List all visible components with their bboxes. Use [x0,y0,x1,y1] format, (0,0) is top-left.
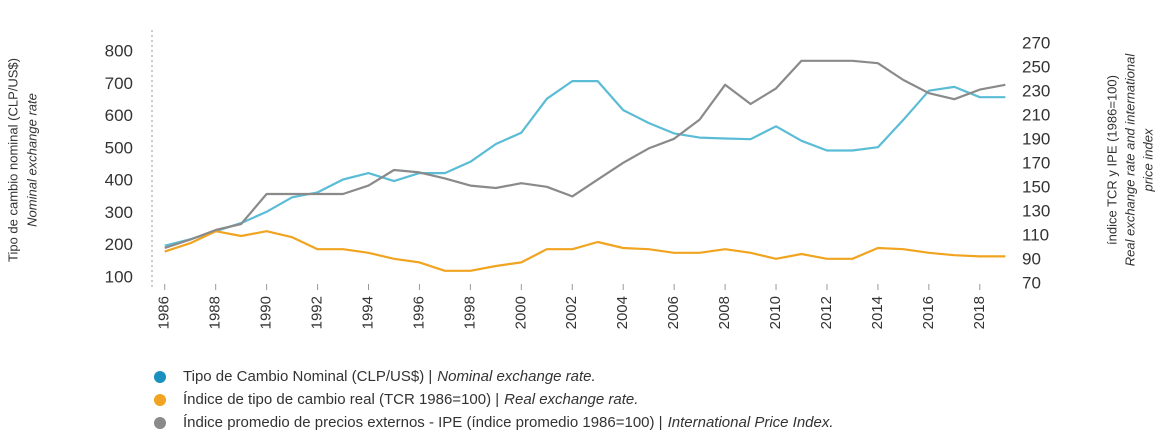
y2-axis-title: Real exchange rate and international [1122,53,1137,267]
y2-axis-title: price index [1140,128,1155,192]
y2-tick-label: 90 [1022,249,1041,268]
legend-name: Índice de tipo de cambio real (TCR 1986=… [183,391,499,408]
legend-marker [154,417,166,429]
legend-name: Tipo de Cambio Nominal (CLP/US$) | [183,368,432,385]
x-tick-label: 1986 [156,296,173,329]
series-line [164,230,1006,272]
y2-tick-label: 250 [1022,57,1050,76]
legend-label: Índice de tipo de cambio real (TCR 1986=… [183,391,638,408]
series-line [164,80,1006,247]
y-axis-title: Nominal exchange rate [24,93,39,227]
x-tick-label: 2004 [614,296,631,329]
y-tick-label: 600 [105,106,133,125]
y2-tick-label: 190 [1022,129,1050,148]
y2-tick-label: 270 [1022,33,1050,52]
x-tick-label: 2010 [767,296,784,329]
x-tick-label: 2000 [512,296,529,329]
legend-label: Índice promedio de precios externos - IP… [183,414,834,431]
legend-marker [154,394,166,406]
y2-axis-title: índice TCR y IPE (1986=100) [1104,75,1119,245]
x-tick-label: 2008 [716,296,733,329]
y-tick-label: 100 [105,267,133,286]
y-axis-title: Tipo de cambio nominal (CLP/US$) [5,58,20,262]
legend-name: Índice promedio de precios externos - IP… [183,414,663,431]
x-tick-label: 1990 [258,296,275,329]
x-tick-label: 1992 [309,296,326,329]
x-tick-label: 2016 [920,296,937,329]
x-tick-label: 2018 [971,296,988,329]
y-tick-label: 300 [105,203,133,222]
y2-tick-label: 170 [1022,153,1050,172]
legend-name-en: Nominal exchange rate. [437,368,595,385]
y2-tick-label: 210 [1022,105,1050,124]
y-tick-label: 200 [105,235,133,254]
legend-marker [154,371,166,383]
y-tick-label: 500 [105,138,133,157]
y-tick-label: 700 [105,74,133,93]
y2-tick-label: 150 [1022,177,1050,196]
legend-label: Tipo de Cambio Nominal (CLP/US$) | Nomina… [183,368,596,385]
y-tick-label: 400 [105,171,133,190]
x-tick-label: 2006 [665,296,682,329]
x-tick-label: 2012 [818,296,835,329]
x-tick-label: 1994 [359,296,376,329]
series-line [164,59,1006,250]
legend-name-en: Real exchange rate. [504,391,638,408]
legend-name-en: International Price Index. [668,414,834,431]
y2-tick-label: 110 [1022,225,1049,244]
x-tick-label: 2014 [869,296,886,329]
x-tick-label: 1988 [207,296,224,329]
y2-tick-label: 70 [1022,273,1041,292]
x-tick-label: 2002 [563,296,580,329]
x-tick-label: 1996 [410,296,427,329]
y2-tick-label: 130 [1022,201,1050,220]
y-tick-label: 800 [105,41,133,60]
x-tick-label: 1998 [461,296,478,329]
y2-tick-label: 230 [1022,81,1050,100]
